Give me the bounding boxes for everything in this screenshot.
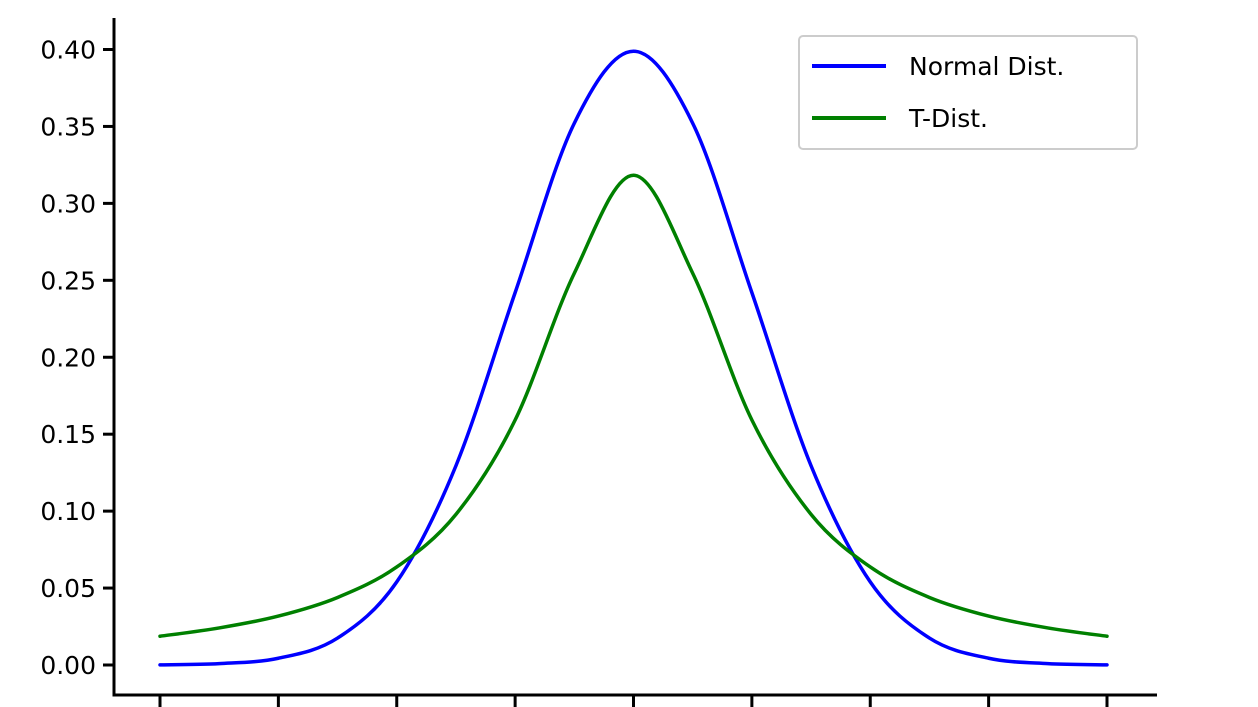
legend: Normal Dist. T-Dist. bbox=[798, 35, 1138, 150]
y-tick-layer: 0.00 0.05 0.10 0.15 0.20 0.25 0.30 0.35 0.40 bbox=[40, 36, 114, 680]
series-layer bbox=[158, 49, 1109, 667]
y-tick-label: 0.10 bbox=[40, 497, 96, 526]
y-tick-label: 0.25 bbox=[40, 266, 96, 295]
y-tick-label: 0.40 bbox=[40, 36, 96, 65]
y-tick-label: 0.00 bbox=[40, 651, 96, 680]
y-tick-label: 0.05 bbox=[40, 574, 96, 603]
legend-label-normal: Normal Dist. bbox=[909, 52, 1064, 81]
y-tick-label: 0.35 bbox=[40, 112, 96, 141]
series-line-normal bbox=[158, 49, 1109, 667]
y-tick-label: 0.15 bbox=[40, 420, 96, 449]
series-line-t bbox=[158, 173, 1109, 638]
legend-label-t: T-Dist. bbox=[908, 104, 988, 133]
y-tick-label: 0.30 bbox=[40, 189, 96, 218]
x-tick-layer bbox=[158, 695, 1109, 707]
y-tick-label: 0.20 bbox=[40, 343, 96, 372]
